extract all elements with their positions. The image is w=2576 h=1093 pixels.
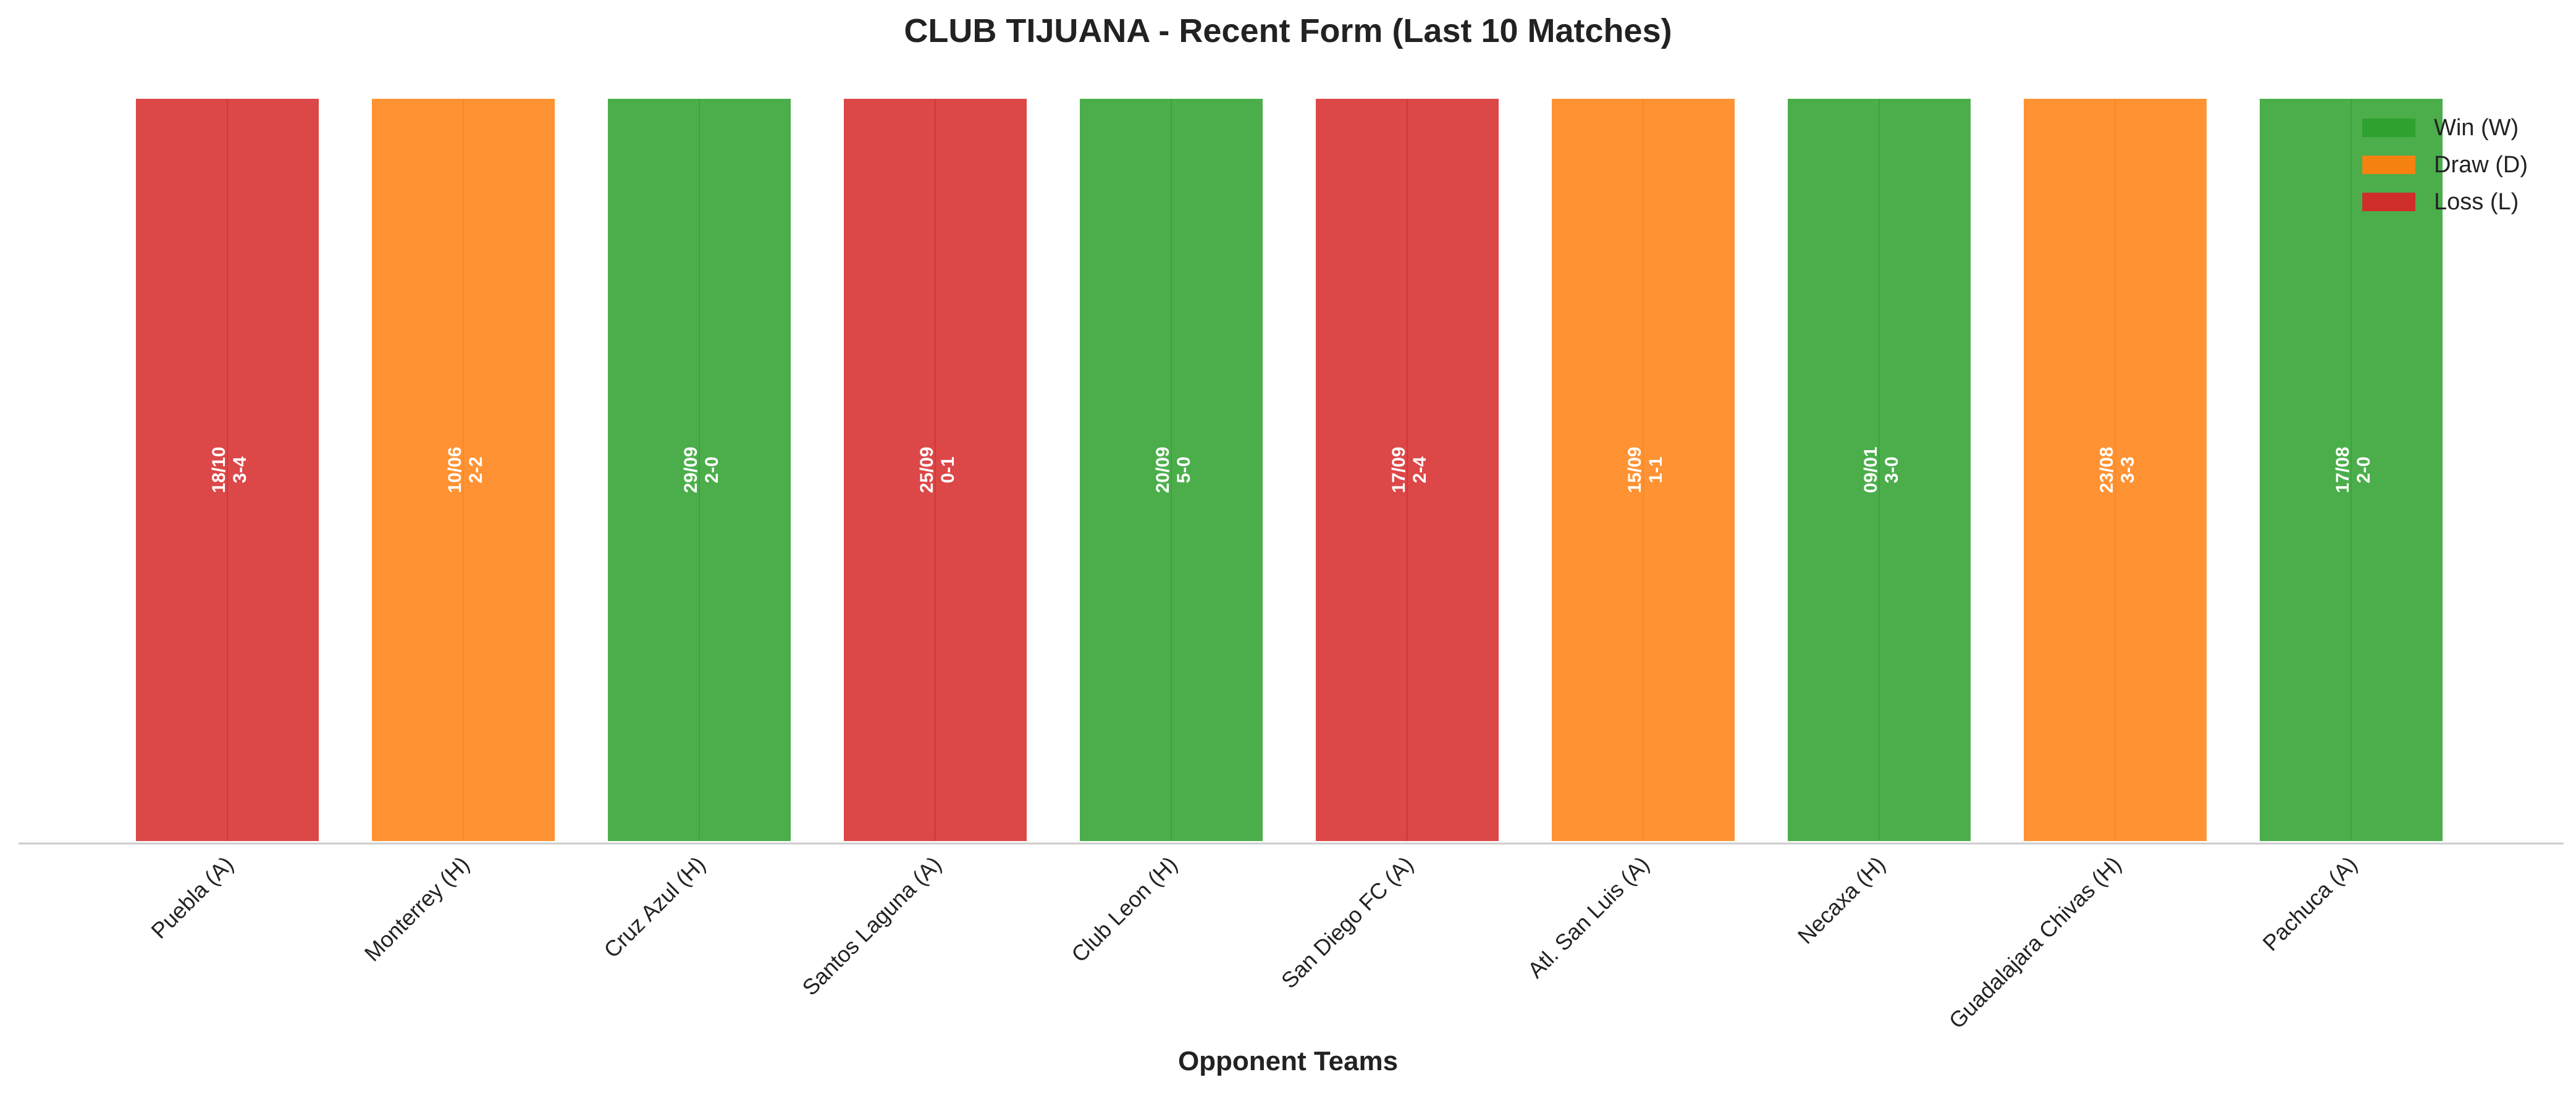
bar-score-label: 3-3: [2118, 456, 2138, 483]
chart-title: CLUB TIJUANA - Recent Form (Last 10 Matc…: [904, 12, 1672, 49]
bar-date-label: 23/08: [2097, 446, 2117, 493]
bar-data-label: 17/092-4: [1389, 446, 1430, 493]
x-tick-label: Monterrey (H): [360, 852, 474, 966]
bar-date-label: 20/09: [1153, 446, 1173, 493]
bar-data-label: 18/103-4: [209, 446, 250, 493]
bar-score-label: 3-4: [230, 456, 250, 484]
x-tick-label: Club Leon (H): [1066, 852, 1182, 967]
bar-date-label: 17/09: [1389, 446, 1409, 493]
bar-date-label: 25/09: [917, 446, 937, 493]
bar-data-label: 25/090-1: [917, 446, 958, 493]
legend-swatch-w: [2362, 119, 2415, 137]
x-tick-label: San Diego FC (A): [1276, 852, 1418, 994]
legend: Win (W) Draw (D) Loss (L): [2362, 115, 2528, 215]
legend-swatch-l: [2362, 193, 2415, 211]
bar-score-label: 5-0: [1174, 456, 1194, 483]
legend-label: Win (W): [2434, 115, 2519, 141]
x-tick-label: Necaxa (H): [1793, 852, 1890, 949]
x-tick-label: Guadalajara Chivas (H): [1944, 852, 2126, 1034]
legend-label: Loss (L): [2434, 189, 2519, 215]
bar-score-label: 2-0: [2354, 456, 2374, 483]
bars-group: 18/103-4 10/062-2 29/092-0 25/090-1 20/095-0…: [133, 96, 2445, 844]
x-tick-label: Puebla (A): [146, 852, 238, 944]
bar-score-label: 1-1: [1646, 456, 1666, 483]
x-tick-label: Pachuca (A): [2258, 852, 2362, 956]
bar-score-label: 3-0: [1882, 456, 1902, 483]
bar-score-label: 2-4: [1410, 456, 1430, 484]
bar-data-label: 15/091-1: [1625, 446, 1666, 493]
legend-label: Draw (D): [2434, 152, 2528, 178]
bar-data-label: 17/082-0: [2333, 446, 2374, 493]
bar-date-label: 18/10: [209, 446, 229, 493]
bar-data-label: 29/092-0: [681, 446, 722, 493]
bar-data-label: 10/062-2: [445, 446, 486, 493]
bar-date-label: 17/08: [2333, 446, 2353, 493]
bar-data-label: 20/095-0: [1153, 446, 1194, 493]
bar-score-label: 0-1: [938, 456, 958, 483]
bar-date-label: 09/01: [1861, 446, 1881, 493]
bar-date-label: 29/09: [681, 446, 701, 493]
x-tick-label: Atl. San Luis (A): [1523, 852, 1654, 983]
x-axis-label: Opponent Teams: [1178, 1046, 1398, 1076]
bar-score-label: 2-2: [466, 456, 486, 483]
bar-date-label: 10/06: [445, 446, 465, 493]
bar-data-label: 23/083-3: [2097, 446, 2138, 493]
legend-swatch-d: [2362, 156, 2415, 174]
bar-score-label: 2-0: [702, 456, 722, 483]
x-tick-labels: Puebla (A) Monterrey (H) Cruz Azul (H) Sant…: [146, 852, 2362, 1034]
bar-data-label: 09/013-0: [1861, 446, 1902, 493]
bar-date-label: 15/09: [1625, 446, 1645, 493]
x-tick-label: Cruz Azul (H): [599, 852, 710, 963]
x-tick-label: Santos Laguna (A): [797, 852, 946, 1000]
